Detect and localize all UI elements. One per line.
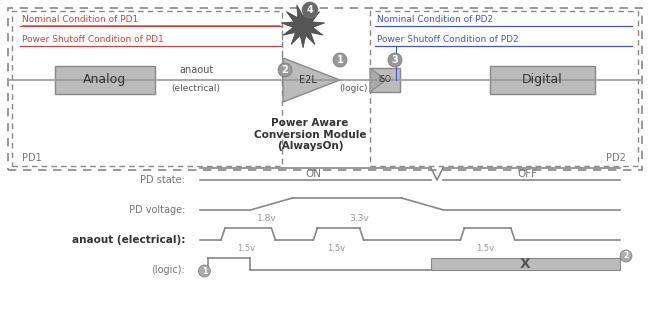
Text: PD2: PD2	[606, 153, 626, 163]
Text: 2: 2	[281, 65, 289, 75]
Text: (electrical): (electrical)	[172, 84, 220, 93]
Text: (logic):: (logic):	[151, 265, 185, 275]
Bar	[55, 66, 155, 94]
Text: Nominal Condition of PD2: Nominal Condition of PD2	[377, 15, 493, 24]
Text: E2L: E2L	[298, 75, 317, 85]
Text: Power Shutoff Condition of PD2: Power Shutoff Condition of PD2	[377, 35, 519, 44]
Text: (logic): (logic)	[339, 84, 368, 93]
Text: PD1: PD1	[22, 153, 42, 163]
Text: 3.3v: 3.3v	[350, 214, 369, 223]
Text: Digital: Digital	[522, 73, 563, 87]
Text: PD state:: PD state:	[140, 175, 185, 185]
Bar	[490, 66, 595, 94]
Bar	[12, 11, 282, 166]
Text: 1.5v: 1.5v	[476, 244, 495, 253]
Text: Power Shutoff Condition of PD1: Power Shutoff Condition of PD1	[22, 35, 164, 44]
Text: anaout: anaout	[179, 65, 213, 75]
Text: OFF: OFF	[517, 169, 538, 179]
Text: 1: 1	[202, 266, 207, 276]
Text: 3: 3	[391, 55, 398, 65]
Text: 1.5v: 1.5v	[328, 244, 346, 253]
Text: X: X	[520, 257, 531, 271]
Text: Nominal Condition of PD1: Nominal Condition of PD1	[22, 15, 138, 24]
Text: anaout (electrical):: anaout (electrical):	[72, 235, 185, 245]
Circle shape	[198, 265, 211, 277]
Polygon shape	[283, 58, 340, 102]
Polygon shape	[370, 68, 386, 92]
Circle shape	[278, 63, 292, 77]
Text: ISO: ISO	[378, 75, 391, 85]
Circle shape	[620, 250, 632, 262]
Text: Power Aware
Conversion Module
(AlwaysOn): Power Aware Conversion Module (AlwaysOn)	[254, 118, 366, 151]
Text: 1.5v: 1.5v	[237, 244, 255, 253]
Bar	[431, 258, 620, 270]
Bar	[370, 68, 400, 92]
Text: ON: ON	[306, 169, 321, 179]
Text: Analog: Analog	[83, 73, 127, 87]
Bar	[370, 11, 638, 166]
Circle shape	[388, 53, 402, 67]
Text: PD voltage:: PD voltage:	[129, 205, 185, 215]
Text: 1: 1	[337, 55, 343, 65]
Circle shape	[333, 53, 347, 67]
Text: 4: 4	[307, 5, 313, 15]
Text: 1.8v: 1.8v	[257, 214, 277, 223]
Circle shape	[302, 2, 318, 18]
Text: 2: 2	[623, 252, 629, 260]
Polygon shape	[281, 5, 325, 48]
Bar	[8, 8, 642, 170]
